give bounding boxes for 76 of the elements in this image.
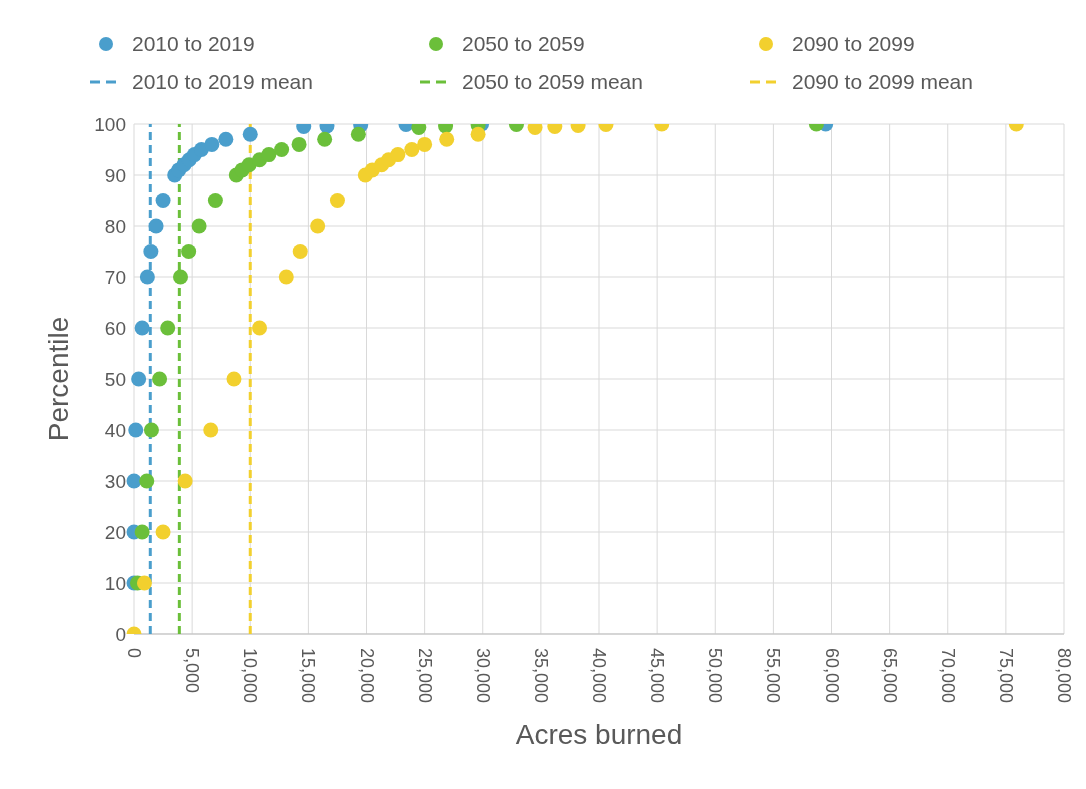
point (181, 244, 197, 259)
y-tick-label: 70 (104, 266, 126, 288)
y-tick-label: 80 (104, 215, 126, 237)
y-tick-label: 0 (115, 623, 126, 645)
point (191, 218, 207, 234)
point (278, 269, 294, 285)
point (329, 193, 345, 208)
x-tick-label: 60,000 (821, 648, 842, 704)
point (128, 422, 144, 438)
x-tick-label: 40,000 (589, 648, 609, 704)
x-tick-label: 30,000 (472, 648, 493, 704)
x-tick-label: 15,000 (298, 648, 319, 704)
point (173, 269, 188, 285)
point (242, 126, 258, 142)
x-tick-label: 20,000 (356, 648, 377, 704)
legend-label: 2010 to 2019 (132, 32, 255, 56)
point (131, 371, 147, 387)
y-tick-label: 60 (104, 317, 126, 339)
point (218, 131, 234, 147)
legend-label: 2050 to 2059 mean (462, 70, 643, 94)
x-tick-label: 0 (124, 648, 144, 659)
point (350, 126, 366, 142)
point (134, 320, 150, 336)
x-tick-label: 70,000 (937, 648, 958, 704)
x-tick-label: 55,000 (763, 648, 784, 704)
point (177, 473, 193, 489)
legend-label: 2050 to 2059 (462, 32, 585, 56)
point (139, 269, 155, 285)
point (291, 136, 307, 152)
point (155, 524, 171, 540)
point (126, 473, 142, 489)
point (139, 473, 155, 489)
y-tick-label: 20 (104, 521, 126, 543)
y-tick-label: 50 (104, 368, 126, 390)
y-axis-title: Percentile (42, 316, 74, 442)
x-tick-label: 5,000 (182, 648, 203, 694)
x-tick-label: 75,000 (995, 648, 1016, 704)
point (310, 218, 326, 234)
point (207, 193, 223, 208)
legend-label: 2090 to 2099 mean (792, 70, 973, 94)
x-tick-label: 25,000 (414, 648, 435, 704)
y-tick-label: 10 (104, 572, 126, 594)
point (155, 193, 171, 208)
point (439, 131, 455, 147)
point (134, 524, 150, 540)
point (160, 320, 176, 336)
point (261, 147, 277, 163)
y-tick-label: 90 (104, 164, 126, 186)
point (203, 422, 219, 438)
legend-label: 2010 to 2019 mean (132, 70, 313, 94)
y-tick-label: 40 (104, 419, 126, 441)
x-tick-label: 65,000 (879, 648, 900, 704)
legend-label: 2090 to 2099 (792, 32, 915, 56)
point (292, 244, 308, 259)
x-tick-label: 80,000 (1054, 648, 1074, 704)
point (143, 244, 159, 259)
point (470, 126, 486, 142)
x-axis-title: Acres burned (515, 719, 683, 750)
point (417, 136, 433, 152)
x-tick-label: 35,000 (530, 648, 551, 704)
point (252, 320, 268, 336)
point (204, 136, 220, 152)
point (152, 371, 168, 387)
point (226, 371, 242, 387)
y-tick-label: 100 (94, 113, 126, 135)
y-tick-label: 30 (104, 470, 126, 492)
point (148, 218, 164, 234)
x-tick-label: 50,000 (705, 648, 726, 704)
x-tick-label: 45,000 (647, 648, 668, 704)
point (143, 422, 159, 438)
point (136, 575, 152, 591)
point (404, 142, 420, 157)
point (317, 131, 333, 147)
x-tick-label: 10,000 (240, 648, 261, 704)
point (390, 147, 406, 163)
point (274, 142, 290, 157)
